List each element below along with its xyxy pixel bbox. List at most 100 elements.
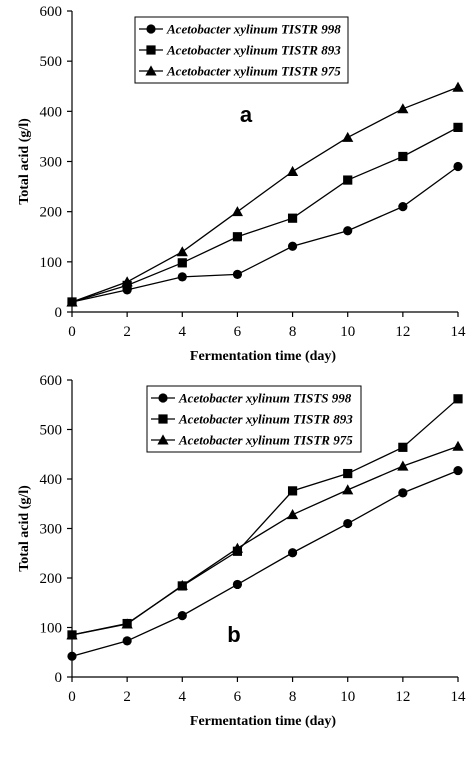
legend: Acetobacter xylinum TISTR 998 Acetobacter…: [134, 16, 349, 84]
legend-entry-label: Acetobacter xylinum TISTR 975: [178, 433, 353, 448]
panel-label: b: [227, 622, 240, 647]
data-point-circle: [287, 548, 298, 558]
y-tick-label: 0: [55, 670, 63, 686]
data-point-square: [287, 486, 298, 496]
legend: Acetobacter xylinum TISTS 998 Acetobacter…: [146, 385, 362, 453]
x-tick-label: 8: [289, 324, 297, 340]
x-tick-label: 10: [340, 689, 355, 705]
x-tick-label: 14: [451, 324, 467, 340]
x-tick-label: 12: [395, 324, 410, 340]
series-triangle: [66, 81, 464, 307]
legend-entry-label: Acetobacter xylinum TISTS 998: [178, 391, 352, 406]
data-point-circle: [177, 611, 187, 621]
data-point-circle: [287, 241, 298, 251]
data-point-triangle: [397, 460, 409, 471]
y-tick-label: 100: [40, 255, 63, 271]
y-tick-label: 300: [40, 155, 63, 171]
data-point-triangle: [342, 484, 354, 495]
x-tick-label: 6: [234, 324, 242, 340]
data-point-circle: [453, 465, 463, 476]
series-circle: [67, 465, 463, 661]
data-point-circle: [232, 579, 243, 590]
data-point-triangle: [121, 276, 133, 287]
y-tick-label: 200: [40, 205, 63, 221]
data-point-square: [398, 442, 408, 452]
y-tick-label: 400: [40, 472, 63, 488]
data-point-circle: [232, 269, 243, 279]
legend-marker-triangle: [157, 434, 169, 445]
x-axis-label: Fermentation time (day): [190, 714, 337, 729]
y-tick-label: 500: [40, 54, 63, 70]
y-tick-label: 600: [40, 4, 63, 20]
legend-entry-label: Acetobacter xylinum TISTR 893: [166, 43, 341, 58]
data-point-triangle: [231, 542, 244, 553]
data-point-triangle: [286, 509, 299, 520]
series-line: [71, 86, 459, 303]
x-axis-label: Fermentation time (day): [190, 349, 337, 364]
data-point-circle: [122, 636, 132, 646]
series-line: [71, 165, 459, 303]
y-tick-label: 200: [40, 571, 63, 587]
data-point-square: [453, 122, 463, 132]
data-point-square: [343, 468, 353, 479]
y-axis-label: Total acid (g/l): [17, 118, 32, 205]
data-point-triangle: [231, 206, 244, 217]
y-tick-label: 600: [40, 373, 63, 389]
y-tick-label: 500: [40, 423, 63, 439]
data-point-triangle: [176, 579, 188, 590]
data-point-triangle: [66, 296, 78, 307]
y-tick-label: 100: [40, 621, 63, 637]
data-point-circle: [398, 488, 408, 498]
x-tick-label: 14: [451, 689, 467, 705]
x-tick-label: 8: [289, 689, 297, 705]
panel-label: a: [240, 102, 253, 127]
data-point-triangle: [286, 165, 299, 177]
y-axis-label: Total acid (g/l): [17, 485, 32, 572]
legend-entry-label: Acetobacter xylinum TISTR 975: [166, 64, 341, 79]
y-tick-label: 400: [40, 104, 63, 120]
data-point-triangle: [66, 629, 78, 640]
x-tick-label: 4: [179, 689, 187, 705]
legend-marker-square: [146, 45, 156, 55]
data-point-circle: [398, 202, 408, 212]
x-tick-label: 2: [123, 689, 131, 705]
legend-marker-circle: [158, 393, 168, 403]
series-triangle: [66, 440, 464, 640]
x-tick-label: 6: [234, 689, 242, 705]
data-point-square: [453, 394, 463, 404]
legend-marker-triangle: [145, 65, 157, 76]
legend-entry-label: Acetobacter xylinum TISTR 893: [178, 412, 353, 427]
data-point-square: [232, 232, 243, 242]
chart-panel-b: 0 100 200 300 400 500 600 0 2 4 6 8 10 12 14 Fermentati…: [17, 373, 466, 729]
legend-box: [134, 16, 349, 84]
legend-box: [146, 385, 362, 453]
data-point-triangle: [176, 246, 188, 257]
x-tick-label: 10: [340, 324, 355, 340]
data-point-square: [287, 213, 298, 223]
data-point-circle: [343, 518, 353, 529]
legend-marker-square: [158, 414, 168, 424]
legend-marker-circle: [146, 24, 156, 34]
data-point-triangle: [397, 103, 409, 114]
data-point-triangle: [452, 440, 464, 451]
y-tick-label: 300: [40, 522, 63, 538]
x-tick-label: 0: [68, 689, 76, 705]
data-point-circle: [343, 226, 353, 236]
data-point-square: [177, 258, 187, 268]
x-tick-label: 2: [123, 324, 131, 340]
y-tick-label: 0: [55, 305, 63, 321]
series-line: [71, 445, 459, 636]
data-point-square: [398, 151, 408, 162]
data-point-triangle: [452, 81, 464, 92]
data-point-triangle: [342, 131, 354, 142]
x-tick-label: 4: [179, 324, 187, 340]
data-point-square: [343, 175, 353, 185]
x-tick-label: 12: [395, 689, 410, 705]
x-tick-label: 0: [68, 324, 76, 340]
series-circle: [67, 161, 463, 307]
data-point-triangle: [121, 618, 133, 629]
legend-entry-label: Acetobacter xylinum TISTR 998: [166, 22, 341, 37]
series-line: [71, 126, 459, 303]
series-line: [71, 469, 459, 657]
